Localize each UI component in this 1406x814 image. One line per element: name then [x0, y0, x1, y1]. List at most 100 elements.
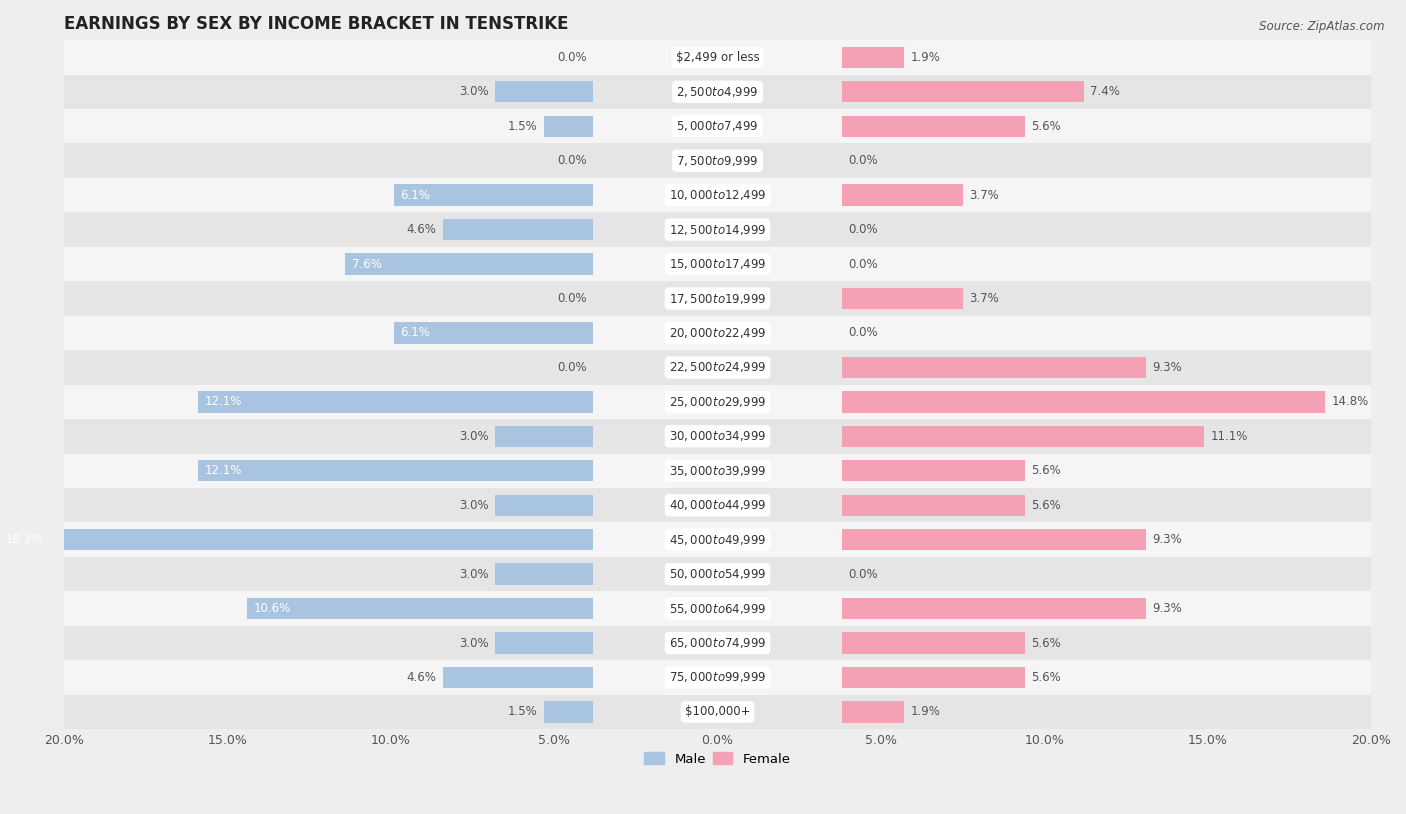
Text: EARNINGS BY SEX BY INCOME BRACKET IN TENSTRIKE: EARNINGS BY SEX BY INCOME BRACKET IN TEN… [65, 15, 568, 33]
Text: $7,500 to $9,999: $7,500 to $9,999 [676, 154, 759, 168]
Text: $75,000 to $99,999: $75,000 to $99,999 [669, 671, 766, 685]
Bar [443, 219, 593, 240]
Text: $100,000+: $100,000+ [685, 706, 751, 719]
Text: 0.0%: 0.0% [848, 567, 877, 580]
Bar [65, 109, 1371, 143]
Text: $50,000 to $54,999: $50,000 to $54,999 [669, 567, 766, 581]
Bar [495, 81, 593, 103]
Bar [65, 660, 1371, 694]
Bar [65, 591, 1371, 626]
Text: 11.1%: 11.1% [1211, 430, 1249, 443]
Text: 9.3%: 9.3% [1152, 361, 1182, 374]
Bar [842, 426, 1205, 447]
Bar [842, 116, 1025, 137]
Text: 9.3%: 9.3% [1152, 533, 1182, 546]
Bar [65, 385, 1371, 419]
Text: 6.1%: 6.1% [401, 189, 430, 202]
Bar [842, 632, 1025, 654]
Bar [0, 529, 593, 550]
Bar [495, 632, 593, 654]
Bar [65, 143, 1371, 178]
Bar [198, 460, 593, 481]
Text: $55,000 to $64,999: $55,000 to $64,999 [669, 602, 766, 615]
Bar [65, 453, 1371, 488]
Legend: Male, Female: Male, Female [638, 746, 796, 771]
Bar [65, 350, 1371, 385]
Bar [842, 357, 1146, 378]
Text: 12.1%: 12.1% [204, 396, 242, 409]
Text: $65,000 to $74,999: $65,000 to $74,999 [669, 636, 766, 650]
Bar [495, 426, 593, 447]
Bar [65, 626, 1371, 660]
Text: 0.0%: 0.0% [557, 361, 586, 374]
Bar [394, 322, 593, 344]
Text: 5.6%: 5.6% [1031, 120, 1062, 133]
Bar [495, 563, 593, 584]
Bar [65, 212, 1371, 247]
Bar [842, 185, 963, 206]
Text: 7.6%: 7.6% [352, 257, 381, 270]
Text: 0.0%: 0.0% [557, 292, 586, 305]
Bar [842, 81, 1084, 103]
Bar [65, 75, 1371, 109]
Bar [198, 392, 593, 413]
Text: 9.3%: 9.3% [1152, 602, 1182, 615]
Text: 1.9%: 1.9% [910, 50, 941, 63]
Text: 6.1%: 6.1% [401, 326, 430, 339]
Bar [495, 495, 593, 516]
Text: $22,500 to $24,999: $22,500 to $24,999 [669, 361, 766, 374]
Text: 3.0%: 3.0% [460, 499, 489, 512]
Bar [443, 667, 593, 688]
Text: 1.5%: 1.5% [508, 120, 538, 133]
Text: 1.5%: 1.5% [508, 706, 538, 719]
Text: 0.0%: 0.0% [557, 154, 586, 167]
Text: $5,000 to $7,499: $5,000 to $7,499 [676, 119, 759, 133]
Text: $10,000 to $12,499: $10,000 to $12,499 [669, 188, 766, 202]
Bar [842, 529, 1146, 550]
Bar [842, 46, 904, 68]
Bar [544, 116, 593, 137]
Text: 12.1%: 12.1% [204, 464, 242, 477]
Text: $12,500 to $14,999: $12,500 to $14,999 [669, 222, 766, 237]
Text: $2,499 or less: $2,499 or less [676, 50, 759, 63]
Bar [842, 701, 904, 723]
Text: 4.6%: 4.6% [406, 223, 436, 236]
Text: $35,000 to $39,999: $35,000 to $39,999 [669, 464, 766, 478]
Text: 0.0%: 0.0% [848, 257, 877, 270]
Text: 3.7%: 3.7% [969, 189, 998, 202]
Bar [65, 316, 1371, 350]
Bar [65, 557, 1371, 591]
Text: 3.0%: 3.0% [460, 637, 489, 650]
Text: 18.2%: 18.2% [6, 533, 42, 546]
Text: 5.6%: 5.6% [1031, 637, 1062, 650]
Bar [247, 598, 593, 619]
Text: $17,500 to $19,999: $17,500 to $19,999 [669, 291, 766, 305]
Bar [65, 247, 1371, 282]
Text: 0.0%: 0.0% [557, 50, 586, 63]
Text: 3.0%: 3.0% [460, 430, 489, 443]
Text: 3.0%: 3.0% [460, 567, 489, 580]
Bar [394, 185, 593, 206]
Text: 5.6%: 5.6% [1031, 671, 1062, 684]
Text: 5.6%: 5.6% [1031, 464, 1062, 477]
Text: 14.8%: 14.8% [1331, 396, 1369, 409]
Bar [65, 523, 1371, 557]
Text: $40,000 to $44,999: $40,000 to $44,999 [669, 498, 766, 512]
Text: 3.0%: 3.0% [460, 85, 489, 98]
Text: 5.6%: 5.6% [1031, 499, 1062, 512]
Text: 1.9%: 1.9% [910, 706, 941, 719]
Text: $25,000 to $29,999: $25,000 to $29,999 [669, 395, 766, 409]
Bar [65, 40, 1371, 75]
Bar [842, 598, 1146, 619]
Bar [65, 488, 1371, 523]
Text: $2,500 to $4,999: $2,500 to $4,999 [676, 85, 759, 98]
Text: 0.0%: 0.0% [848, 326, 877, 339]
Bar [842, 495, 1025, 516]
Bar [65, 282, 1371, 316]
Text: $45,000 to $49,999: $45,000 to $49,999 [669, 532, 766, 547]
Text: $15,000 to $17,499: $15,000 to $17,499 [669, 257, 766, 271]
Bar [544, 701, 593, 723]
Bar [65, 419, 1371, 453]
Text: 3.7%: 3.7% [969, 292, 998, 305]
Text: 0.0%: 0.0% [848, 154, 877, 167]
